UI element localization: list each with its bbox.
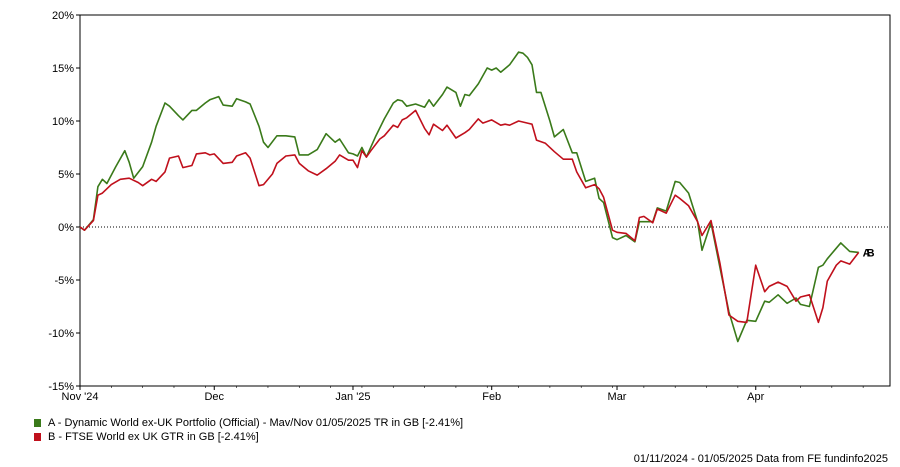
- series-line-b: [79, 109, 860, 324]
- legend-label-b: B - FTSE World ex UK GTR in GB [-2.41%]: [48, 431, 259, 443]
- series-end-label-a: A: [863, 247, 871, 259]
- y-tick-label: 15%: [52, 63, 74, 75]
- y-tick-label: -10%: [48, 328, 74, 340]
- data-source-footer: 01/11/2024 - 01/05/2025 Data from FE fun…: [633, 453, 888, 465]
- y-tick-label: 10%: [52, 116, 74, 128]
- y-tick-label: 5%: [58, 169, 74, 181]
- y-tick-label: 0%: [58, 222, 74, 234]
- x-tick-label: Feb: [482, 391, 501, 403]
- x-tick-label: Jan '25: [335, 391, 370, 403]
- x-tick-label: Nov '24: [62, 391, 99, 403]
- performance-line-chart: 20% 15% 10% 5% 0% -5% -10% -15%Nov '24 Dec Jan '2…: [48, 10, 891, 403]
- plot-frame: [79, 14, 891, 387]
- legend-swatch-b: [34, 433, 41, 441]
- y-tick-label: -15%: [48, 381, 74, 393]
- legend-label-a: A - Dynamic World ex-UK Portfolio (Offic…: [48, 417, 464, 429]
- y-tick-label: -5%: [54, 275, 74, 287]
- chart-legend: A - Dynamic World ex-UK Portfolio (Offic…: [34, 416, 463, 444]
- series-line-a: [79, 51, 859, 343]
- y-tick-label: 20%: [52, 10, 74, 22]
- x-tick-label: Dec: [204, 391, 224, 403]
- series-end-label-b: B: [867, 247, 875, 259]
- legend-item-b[interactable]: B - FTSE World ex UK GTR in GB [-2.41%]: [34, 430, 463, 444]
- legend-swatch-a: [34, 419, 41, 427]
- x-tick-label: Apr: [747, 391, 764, 403]
- x-tick-label: Mar: [608, 391, 627, 403]
- legend-item-a[interactable]: A - Dynamic World ex-UK Portfolio (Offic…: [34, 416, 463, 430]
